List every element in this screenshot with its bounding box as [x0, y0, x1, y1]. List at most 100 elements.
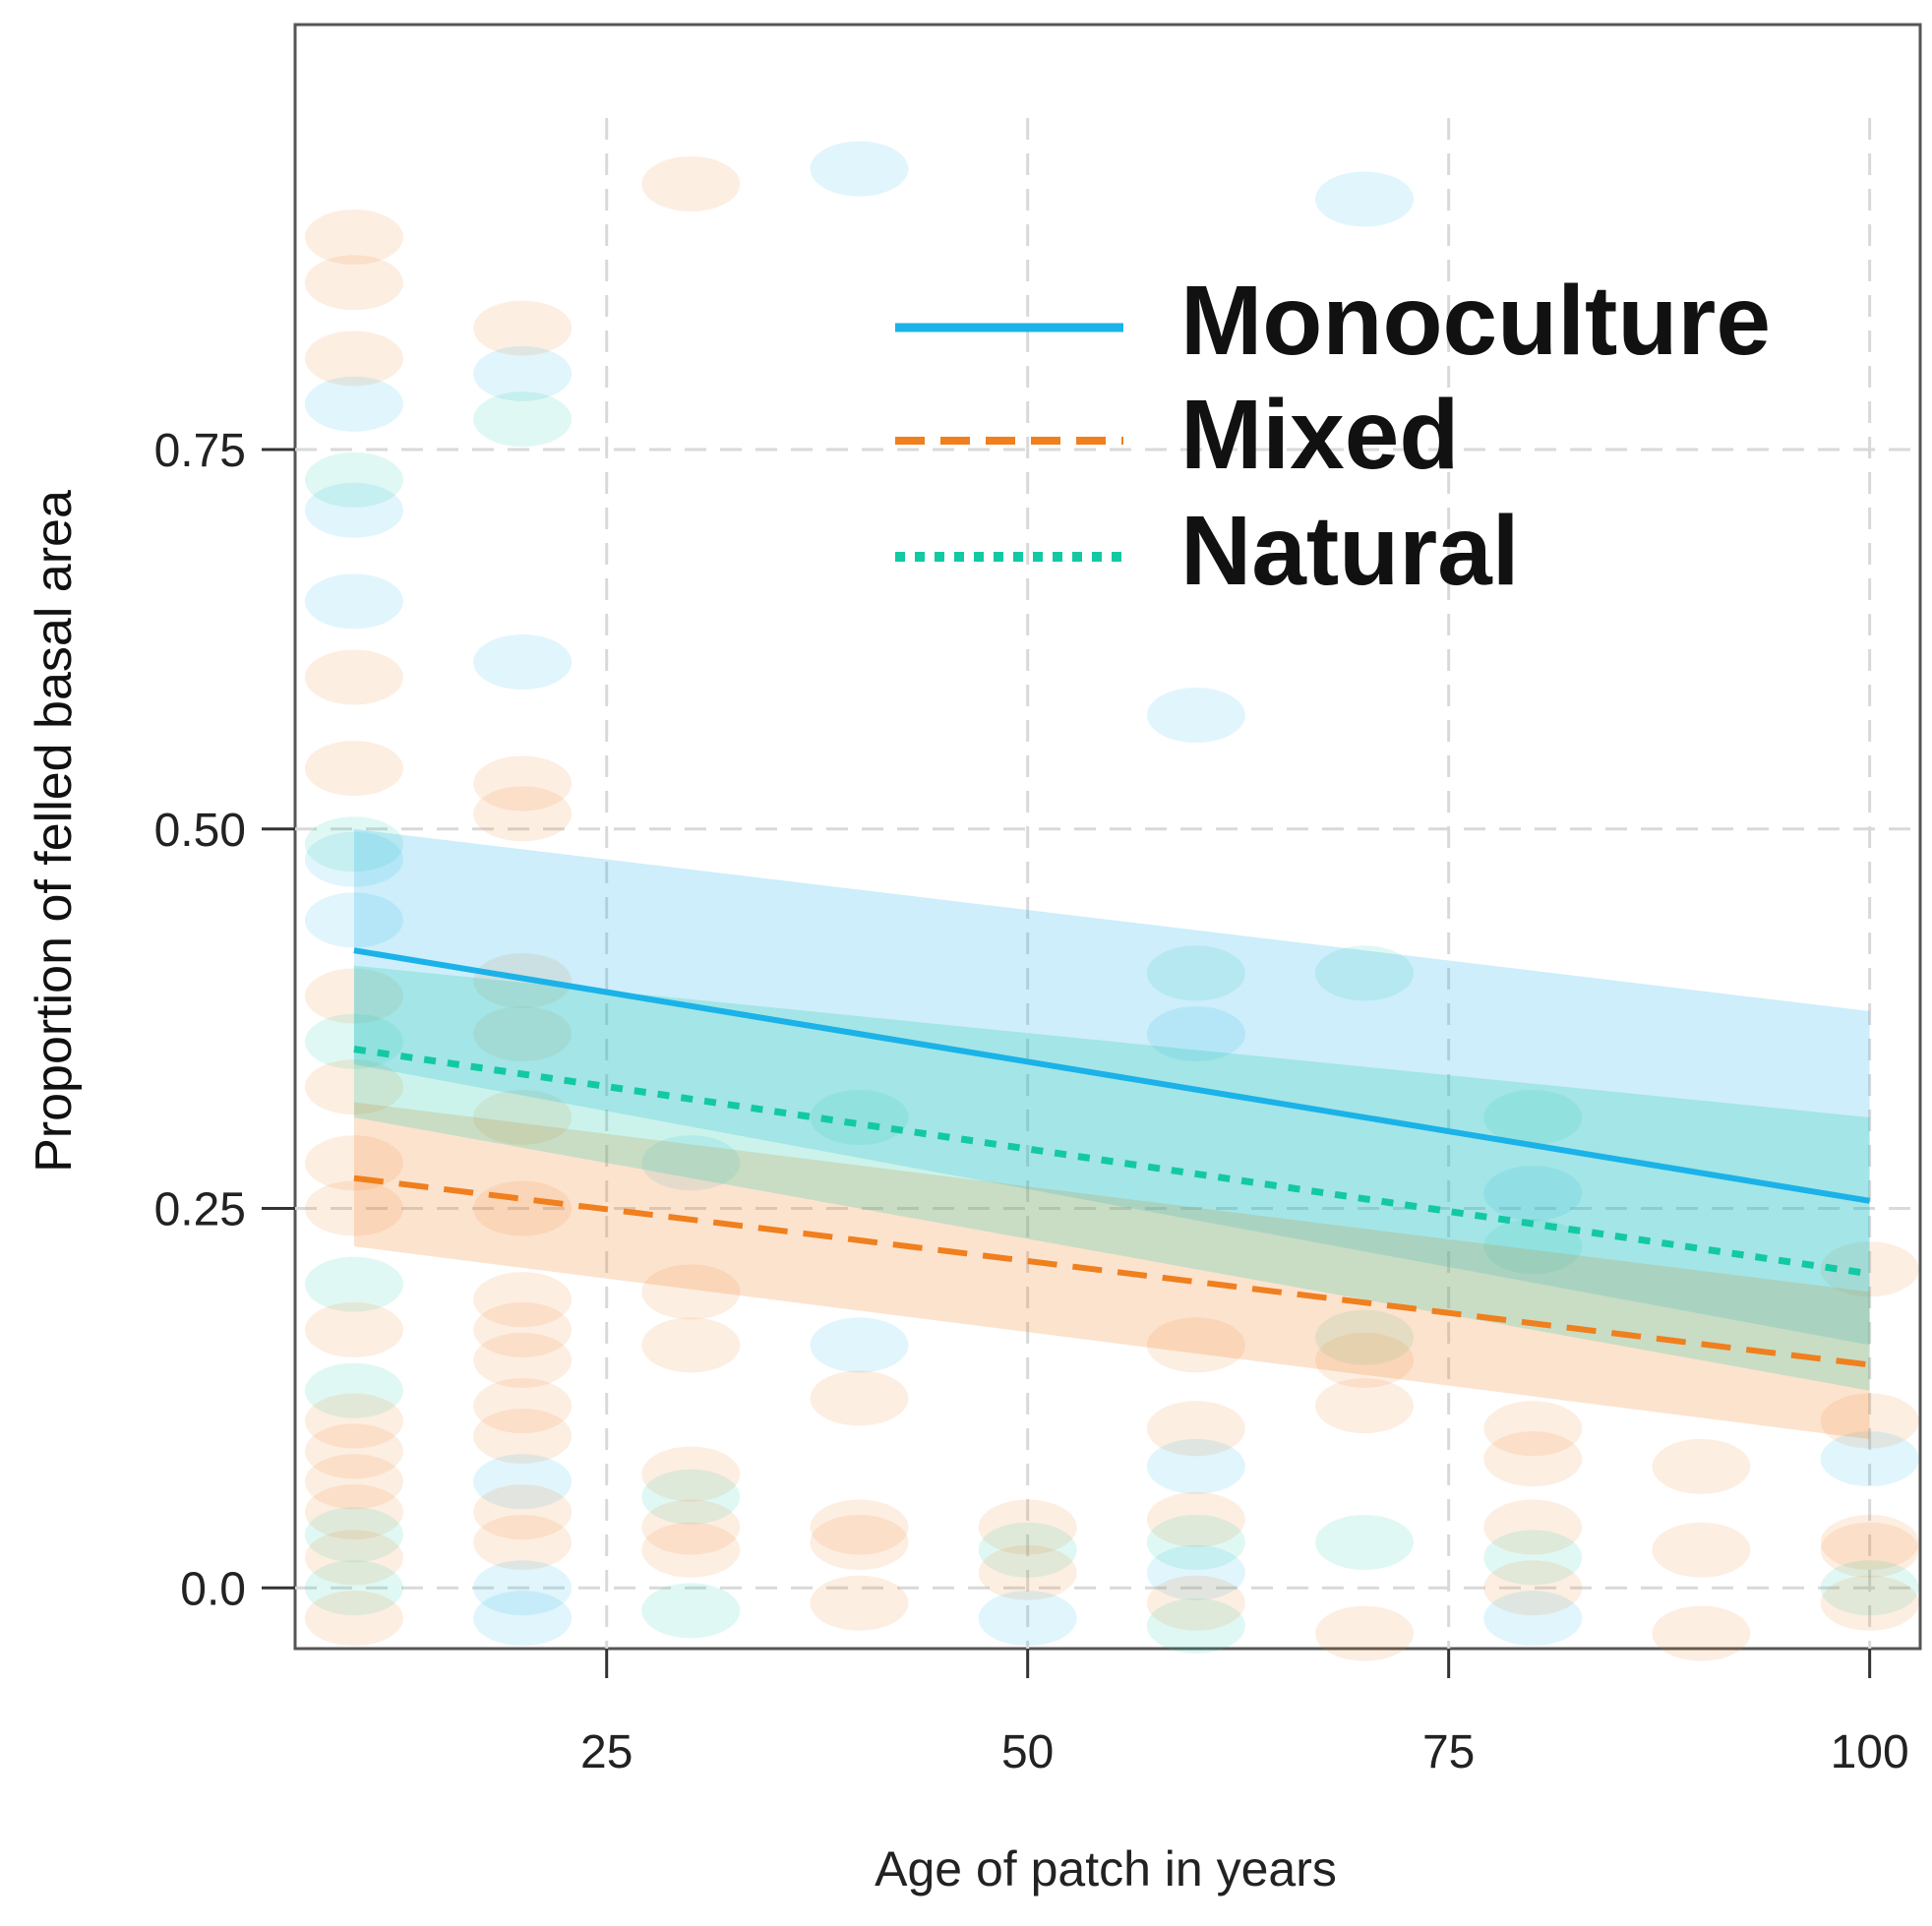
data-point-mixed — [304, 649, 403, 705]
data-point-monoculture — [304, 573, 403, 630]
data-point-mixed — [641, 1522, 741, 1578]
fit-lines — [353, 947, 1871, 1368]
data-point-monoculture — [1146, 688, 1245, 744]
data-point-mixed — [473, 1408, 573, 1464]
data-point-monoculture — [1483, 1166, 1583, 1222]
data-point-mixed — [473, 1332, 573, 1388]
data-point-mixed — [304, 1059, 403, 1115]
data-point-mixed — [1146, 1401, 1245, 1457]
data-point-monoculture — [1820, 1431, 1919, 1487]
data-point-monoculture — [978, 1591, 1077, 1647]
legend: Monoculture Mixed Natural — [895, 266, 1771, 606]
data-point-mixed — [304, 1301, 403, 1357]
data-point-mixed — [1483, 1499, 1583, 1555]
fit-line-mixed — [353, 1174, 1871, 1368]
axis-ticks: 25 50 75 100 0.0 0.25 0.50 0.75 — [154, 425, 1909, 1778]
data-point-mixed — [304, 741, 403, 797]
data-point-mixed — [810, 1499, 909, 1555]
data-point-mixed — [304, 1393, 403, 1449]
data-point-natural — [304, 1507, 403, 1563]
legend-label-monoculture: Monoculture — [1180, 266, 1771, 376]
data-point-mixed — [304, 1454, 403, 1510]
data-point-monoculture — [473, 1454, 573, 1510]
data-point-natural — [1820, 1560, 1919, 1616]
data-point-natural — [810, 1089, 909, 1145]
data-point-mixed — [810, 1575, 909, 1631]
data-point-mixed — [1483, 1560, 1583, 1616]
data-point-mixed — [641, 156, 741, 212]
data-point-mixed — [473, 786, 573, 842]
data-point-monoculture — [1146, 1006, 1245, 1062]
data-point-natural — [304, 1256, 403, 1312]
data-point-mixed — [473, 300, 573, 356]
y-tick-label-0-75: 0.75 — [154, 425, 246, 477]
legend-label-natural: Natural — [1180, 496, 1520, 606]
data-point-natural — [1483, 1089, 1583, 1145]
data-point-mixed — [1820, 1393, 1919, 1449]
data-point-natural — [1483, 1219, 1583, 1275]
data-point-mixed — [1146, 1575, 1245, 1631]
y-tick-label-0-5: 0.50 — [154, 805, 246, 857]
data-point-monoculture — [1315, 171, 1415, 227]
data-point-natural — [304, 1362, 403, 1418]
data-point-mixed — [473, 1272, 573, 1328]
data-point-natural — [1483, 1530, 1583, 1586]
data-point-natural — [1146, 1514, 1245, 1570]
data-point-monoculture — [1483, 1591, 1583, 1647]
data-point-mixed — [1315, 1378, 1415, 1434]
data-point-mixed — [1820, 1241, 1919, 1297]
data-point-mixed — [473, 1484, 573, 1540]
data-point-mixed — [304, 1530, 403, 1586]
data-point-monoculture — [810, 141, 909, 197]
data-point-mixed — [304, 1180, 403, 1236]
data-point-mixed — [641, 1499, 741, 1555]
plot-frame — [293, 23, 1922, 1651]
data-point-mixed — [1146, 1317, 1245, 1373]
data-point-mixed — [304, 1135, 403, 1191]
data-point-monoculture — [304, 376, 403, 432]
fit-line-monoculture — [353, 947, 1871, 1204]
data-point-natural — [641, 1583, 741, 1639]
data-point-mixed — [1315, 1605, 1415, 1661]
data-point-natural — [978, 1522, 1077, 1578]
data-point-mixed — [304, 1423, 403, 1479]
confidence-bands — [353, 828, 1870, 1440]
data-point-natural — [304, 451, 403, 508]
data-point-monoculture — [1146, 1438, 1245, 1494]
data-point-natural — [641, 1469, 741, 1525]
data-point-mixed — [473, 1089, 573, 1145]
data-point-mixed — [304, 968, 403, 1024]
ci-band-natural — [353, 965, 1870, 1391]
data-point-mixed — [641, 1264, 741, 1320]
data-point-mixed — [473, 1378, 573, 1434]
scatter-points — [304, 141, 1919, 1661]
data-point-mixed — [1652, 1605, 1751, 1661]
ci-band-mixed — [353, 1102, 1870, 1440]
data-point-monoculture — [810, 1317, 909, 1373]
data-point-mixed — [304, 210, 403, 266]
data-point-mixed — [1820, 1514, 1919, 1570]
y-axis-label: Proportion of felled basal area — [26, 490, 83, 1173]
data-point-mixed — [641, 1317, 741, 1373]
data-point-mixed — [1483, 1401, 1583, 1457]
data-point-natural — [1146, 1597, 1245, 1654]
data-point-natural — [1315, 1309, 1415, 1365]
data-point-mixed — [978, 1499, 1077, 1555]
data-point-natural — [304, 1560, 403, 1616]
data-point-mixed — [1652, 1522, 1751, 1578]
y-tick-label-0: 0.0 — [180, 1563, 246, 1615]
data-point-natural — [1315, 945, 1415, 1001]
data-point-mixed — [1146, 1491, 1245, 1547]
data-point-mixed — [1483, 1431, 1583, 1487]
fit-line-natural — [353, 1046, 1871, 1278]
grid-layer — [295, 118, 1920, 1649]
data-point-monoculture — [641, 1135, 741, 1191]
data-point-monoculture — [304, 482, 403, 538]
data-point-mixed — [304, 1484, 403, 1540]
x-tick-label-75: 75 — [1422, 1726, 1475, 1778]
x-axis-label: Age of patch in years — [875, 1841, 1337, 1896]
data-point-mixed — [473, 755, 573, 812]
data-point-monoculture — [473, 345, 573, 401]
data-point-natural — [1315, 1514, 1415, 1570]
